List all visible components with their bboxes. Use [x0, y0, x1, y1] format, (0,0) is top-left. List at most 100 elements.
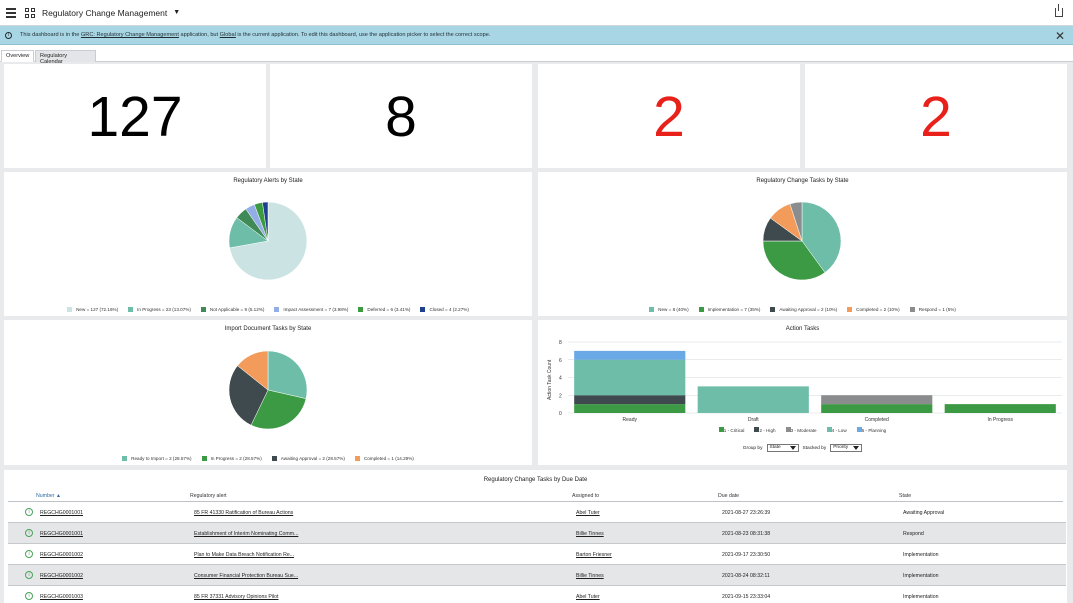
- legend-item[interactable]: Awaiting Approval = 2 (10%): [770, 307, 837, 312]
- chart-legend: New = 8 (40%) Implementation = 7 (35%) Awa…: [538, 307, 1067, 312]
- group-by-select[interactable]: State: [766, 444, 799, 452]
- legend-item[interactable]: Implementation = 7 (35%): [698, 307, 760, 312]
- row-due: 2021-09-17 23:30:50: [722, 552, 771, 558]
- table-row[interactable]: i REGCHG0001001 Establishment of Interim…: [8, 523, 1066, 544]
- legend-item[interactable]: Awaiting Approval = 2 (28.57%): [271, 456, 345, 461]
- legend-swatch: [785, 427, 791, 432]
- legend-swatch: [649, 307, 655, 312]
- app-link[interactable]: GRC: Regulatory Change Management: [80, 32, 179, 38]
- legend-item[interactable]: 1 - Critical: [718, 427, 744, 433]
- scorecard-3[interactable]: 2: [538, 64, 800, 168]
- legend-swatch: [274, 307, 280, 312]
- bar-segment[interactable]: [821, 395, 933, 405]
- row-due: 2021-09-15 23:33:04: [722, 594, 771, 600]
- table-row[interactable]: i REGCHG0001002 Consumer Financial Prote…: [8, 565, 1066, 586]
- row-assigned[interactable]: Barton Friesner: [576, 552, 612, 558]
- bar-segment[interactable]: [574, 404, 686, 413]
- row-state: Awaiting Approval: [903, 510, 945, 516]
- legend-item[interactable]: 4 - Low: [826, 427, 847, 433]
- legend-item[interactable]: Not Applicable = 9 (5.12%): [200, 307, 264, 312]
- scorecard-4[interactable]: 2: [805, 64, 1067, 168]
- group-by-label: Group by: [742, 445, 763, 451]
- table-row[interactable]: i REGCHG0001002 Plan to Make Data Breach…: [8, 544, 1066, 565]
- row-alert[interactable]: Establishment of Interim Nominating Comm…: [194, 531, 299, 537]
- legend-label: Completed = 2 (10%): [856, 307, 900, 312]
- legend-item[interactable]: Closed = 4 (2.27%): [420, 307, 469, 312]
- row-number[interactable]: REGCHG0001001: [40, 510, 83, 516]
- pie-slice-completed[interactable]: [237, 350, 269, 391]
- bar-segment[interactable]: [574, 359, 686, 396]
- row-alert[interactable]: Plan to Make Data Breach Notification Re…: [194, 552, 295, 558]
- legend-item[interactable]: In Progress = 2 (28.57%): [201, 456, 262, 461]
- legend-item[interactable]: 2 - High: [754, 427, 776, 433]
- row-alert[interactable]: Consumer Financial Protection Bureau Sue…: [194, 573, 299, 579]
- row-assigned[interactable]: Abel Tuter: [576, 594, 600, 600]
- column-header-state[interactable]: State: [899, 493, 912, 499]
- scorecard-2[interactable]: 8: [270, 64, 532, 168]
- pie-slice-awaiting-approval[interactable]: [228, 365, 269, 426]
- pie-slice-implementation[interactable]: [762, 240, 826, 281]
- legend-label: Closed = 4 (2.27%): [429, 307, 469, 312]
- info-icon[interactable]: i: [25, 550, 33, 558]
- pie-slice-ready-to-import[interactable]: [267, 350, 308, 399]
- bar-segment[interactable]: [697, 386, 809, 413]
- row-assigned[interactable]: Billie Tinnes: [576, 531, 604, 537]
- column-header-alert[interactable]: Regulatory alert: [190, 493, 227, 499]
- legend-swatch: [201, 456, 207, 461]
- table-row[interactable]: i REGCHG0001001 85 FR 41330 Ratification…: [8, 502, 1066, 523]
- row-assigned[interactable]: Billie Tinnes: [576, 573, 604, 579]
- chevron-down-icon[interactable]: ▼: [173, 9, 181, 16]
- legend-item[interactable]: In Progress = 23 (13.07%): [128, 307, 191, 312]
- table-row[interactable]: i REGCHG0001003 85 FR 37331 Advisory Opi…: [8, 586, 1066, 603]
- row-assigned[interactable]: Abel Tuter: [576, 510, 600, 516]
- legend-item[interactable]: Deferred = 6 (3.41%): [358, 307, 410, 312]
- bar-segment[interactable]: [944, 404, 1056, 413]
- tab-regulatory-calendar[interactable]: Regulatory Calendar: [35, 50, 96, 65]
- info-icon[interactable]: i: [25, 508, 33, 516]
- column-header-due-date[interactable]: Due date: [718, 493, 740, 499]
- hamburger-icon[interactable]: [6, 7, 16, 18]
- legend-item[interactable]: Completed = 1 (14.29%): [354, 456, 414, 461]
- legend-item[interactable]: 3 - Moderate: [785, 427, 817, 433]
- row-number[interactable]: REGCHG0001003: [40, 594, 83, 600]
- legend-item[interactable]: Respond = 1 (5%): [909, 307, 956, 312]
- legend-item[interactable]: Impact Assessment = 7 (3.98%): [274, 307, 348, 312]
- legend-label: Awaiting Approval = 2 (28.57%): [280, 456, 345, 461]
- dashboard-title: Regulatory Change Management: [42, 7, 168, 18]
- legend-swatch: [770, 307, 776, 312]
- legend-label: In Progress = 2 (28.57%): [210, 456, 262, 461]
- tab-overview[interactable]: Overview: [1, 50, 34, 62]
- close-icon[interactable]: ✕: [1054, 29, 1065, 43]
- column-header-assigned[interactable]: Assigned to: [572, 493, 600, 499]
- legend-label: Completed = 1 (14.29%): [363, 456, 414, 461]
- bar-segment[interactable]: [574, 395, 686, 405]
- legend-item[interactable]: Ready to Import = 2 (28.57%): [122, 456, 192, 461]
- row-number[interactable]: REGCHG0001002: [40, 552, 83, 558]
- row-number[interactable]: REGCHG0001001: [40, 531, 83, 537]
- scorecard-1[interactable]: 127: [4, 64, 266, 168]
- bar-segment[interactable]: [574, 350, 686, 360]
- legend-item[interactable]: New = 8 (40%): [649, 307, 689, 312]
- pie-slice-new[interactable]: [801, 201, 842, 273]
- share-icon[interactable]: [1055, 4, 1063, 17]
- bar-segment[interactable]: [821, 404, 933, 413]
- pie-slice-closed[interactable]: [262, 201, 269, 242]
- stacked-by-select[interactable]: Priority: [830, 444, 863, 452]
- info-icon[interactable]: i: [25, 571, 33, 579]
- row-alert[interactable]: 85 FR 41330 Ratification of Bureau Actio…: [194, 510, 294, 516]
- pie-slice-respond[interactable]: [789, 201, 803, 242]
- info-icon[interactable]: i: [25, 529, 33, 537]
- row-due: 2021-08-24 08:32:11: [722, 573, 770, 579]
- legend-item[interactable]: Completed = 2 (10%): [847, 307, 900, 312]
- row-number[interactable]: REGCHG0001002: [40, 573, 83, 579]
- row-alert[interactable]: 85 FR 37331 Advisory Opinions Pilot: [194, 594, 279, 600]
- x-tick-label: In Progress: [987, 417, 1013, 423]
- grid-icon[interactable]: [25, 7, 35, 18]
- legend-swatch: [718, 427, 724, 432]
- legend-item[interactable]: New = 127 (72.16%): [67, 307, 118, 312]
- pie-slice-in-progress[interactable]: [250, 389, 307, 430]
- legend-item[interactable]: 5 - Planning: [856, 427, 886, 433]
- info-icon[interactable]: i: [25, 592, 33, 600]
- column-header-number[interactable]: Number ▲: [36, 493, 62, 499]
- scope-link[interactable]: Global: [219, 32, 236, 38]
